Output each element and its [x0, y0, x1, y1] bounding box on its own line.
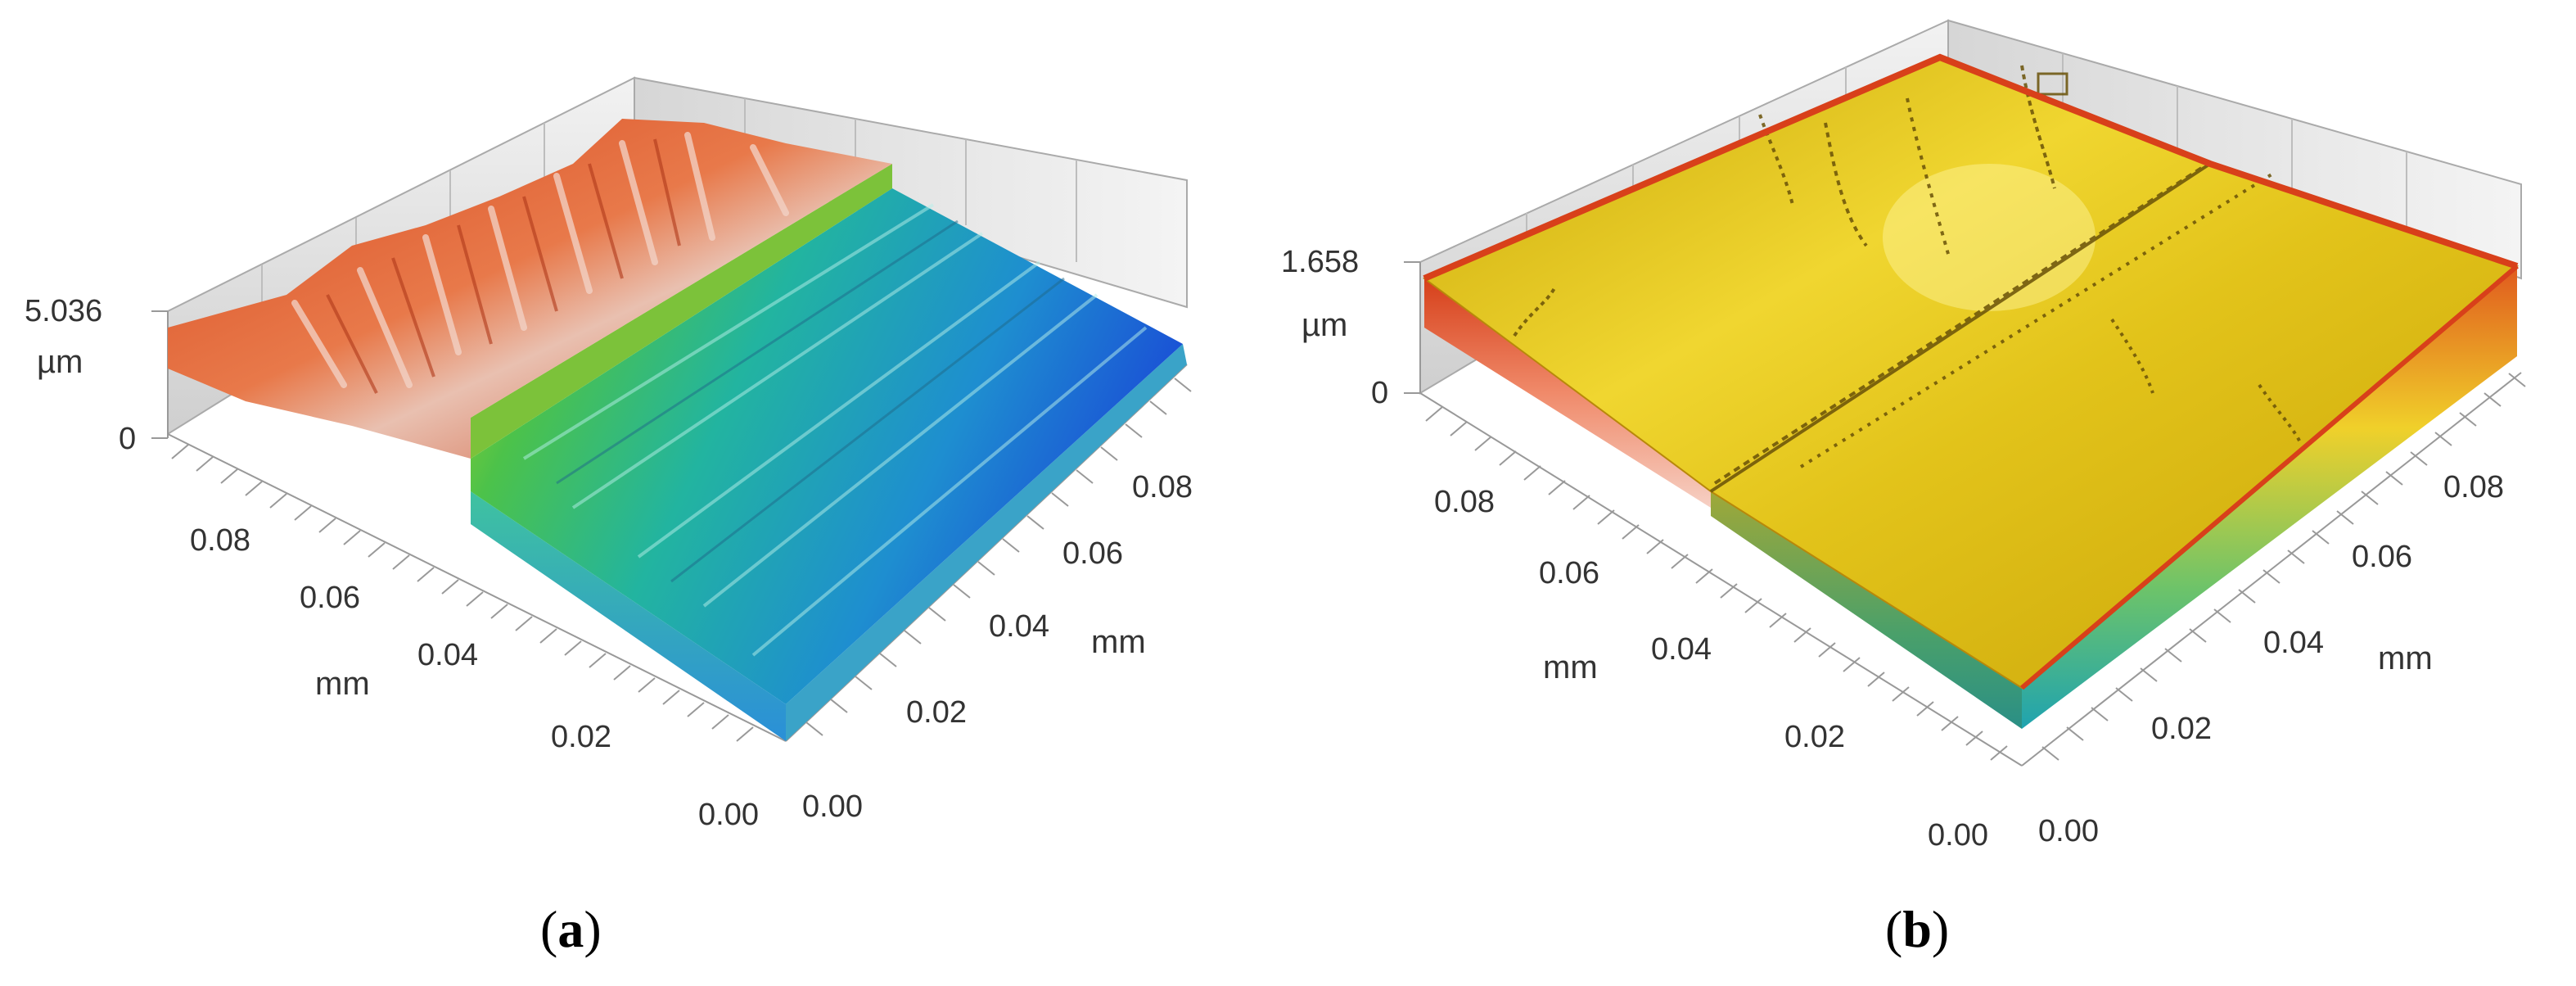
left-tick-label-b-4: 0.00 [1928, 818, 1988, 853]
left-tick-label-b-0: 0.08 [1434, 485, 1495, 519]
surface-step-a [471, 164, 892, 459]
surface-front-side-a [786, 344, 1187, 741]
left-axis-line-b [1419, 392, 2023, 767]
surface-high-plateau-a [168, 119, 892, 459]
right-axis-ticks-b [2041, 373, 2526, 761]
left-tick-label-b-2: 0.04 [1651, 632, 1712, 667]
left-axis-line-a [167, 433, 787, 742]
right-tick-label-a-1: 0.02 [906, 695, 967, 730]
caption-letter-b: b [1902, 900, 1932, 958]
z-min-label-b: 0 [1371, 376, 1388, 410]
grooves-high-a [326, 138, 681, 394]
caption-panel-a: (a) [540, 899, 602, 960]
ridges-low-a [522, 203, 1148, 657]
left-axis-ticks-a [171, 444, 754, 742]
left-tick-label-a-0: 0.08 [190, 523, 250, 558]
caption-panel-b: (b) [1885, 899, 1949, 960]
z-unit-label-b: µm [1302, 307, 1347, 343]
left-tick-label-a-2: 0.04 [417, 638, 478, 672]
left-axis-ticks-b [1425, 406, 2008, 761]
right-axis-line-b [2021, 372, 2522, 767]
slab-right-edge-b [2022, 266, 2517, 729]
left-tick-label-a-3: 0.02 [551, 720, 611, 754]
right-tick-label-b-1: 0.02 [2151, 712, 2212, 746]
right-axis-unit-a: mm [1091, 624, 1146, 660]
caption-letter-a: a [557, 900, 584, 958]
left-tick-label-a-1: 0.06 [300, 581, 360, 615]
surface-side-a [471, 491, 786, 741]
right-tick-label-a-4: 0.08 [1132, 470, 1193, 504]
surface-low-plateau-a [471, 188, 1183, 704]
panel-a: 5.036 µm 0 0.08 0.06 mm 0.04 0.02 0.00 0… [25, 76, 1193, 832]
caption-paren-close-b: ) [1931, 900, 1950, 958]
panel-b: 1.658 µm 0 0.08 0.06 mm 0.04 0.02 0.00 0… [1281, 19, 2526, 853]
ridges-high-a [291, 132, 789, 388]
left-axis-unit-b: mm [1543, 649, 1598, 685]
left-axis-unit-a: mm [315, 666, 370, 702]
right-axis-ticks-a [805, 378, 1192, 736]
left-tick-label-b-1: 0.06 [1539, 556, 1599, 590]
right-tick-label-a-0: 0.00 [802, 789, 863, 824]
z-unit-label-a: µm [37, 344, 83, 380]
right-tick-label-a-2: 0.04 [989, 609, 1049, 644]
left-tick-label-b-3: 0.02 [1784, 720, 1845, 754]
right-tick-label-b-2: 0.04 [2263, 626, 2324, 660]
caption-paren-open-a: ( [540, 900, 558, 958]
slab-left-edge-b [1424, 278, 1711, 508]
slab-front-face-b [1711, 491, 2022, 729]
z-max-label-a: 5.036 [25, 294, 102, 328]
caption-paren-close-a: ) [584, 900, 602, 958]
right-axis-unit-b: mm [2378, 640, 2433, 676]
right-tick-label-b-3: 0.06 [2352, 540, 2412, 574]
z-max-label-b: 1.658 [1281, 245, 1359, 279]
right-tick-label-a-3: 0.06 [1062, 536, 1123, 571]
left-tick-label-a-4: 0.00 [698, 798, 759, 832]
z-min-label-a: 0 [119, 422, 136, 456]
right-tick-label-b-4: 0.08 [2443, 470, 2504, 504]
caption-paren-open-b: ( [1885, 900, 1903, 958]
surface-defects-b [1513, 65, 2302, 493]
right-tick-label-b-0: 0.00 [2038, 814, 2099, 848]
